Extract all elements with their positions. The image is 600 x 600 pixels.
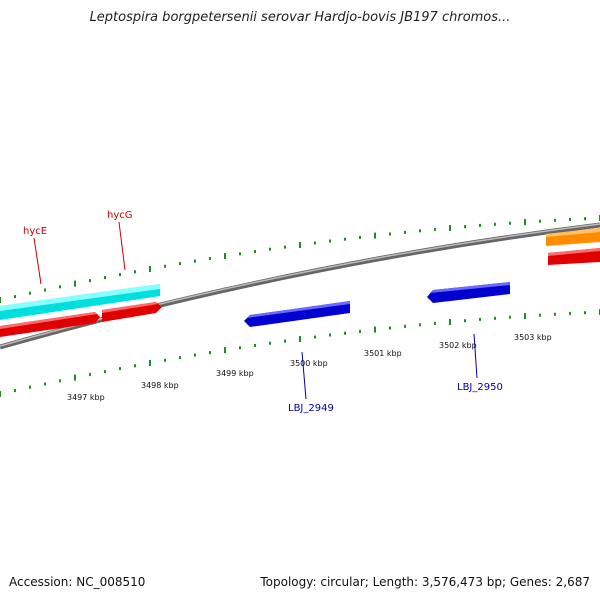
gene-hyce[interactable] bbox=[0, 312, 100, 337]
hycg-leader-line bbox=[118, 221, 126, 271]
lbj-2950-leader-line bbox=[473, 333, 478, 379]
gene-orange[interactable] bbox=[546, 228, 600, 246]
map-title: Leptospira borgpetersenii serovar Hardjo… bbox=[89, 10, 511, 25]
gene-red-right[interactable] bbox=[548, 248, 600, 265]
scale-label: 3503 kbp bbox=[514, 333, 552, 342]
gene-label-hyce[interactable]: hycE bbox=[23, 226, 47, 237]
scale-label: 3499 kbp bbox=[216, 369, 254, 378]
scale-label: 3502 kbp bbox=[439, 341, 477, 350]
scale-label: 3497 kbp bbox=[67, 393, 105, 402]
gene-hycg[interactable] bbox=[102, 302, 162, 322]
accession-text: Accession: NC_008510 bbox=[9, 575, 146, 589]
lbj-2949-leader-line bbox=[301, 351, 307, 400]
gene-label-lbj-2949[interactable]: LBJ_2949 bbox=[288, 403, 334, 414]
outer-tick-ring bbox=[0, 215, 600, 303]
scale-label: 3500 kbp bbox=[290, 359, 328, 368]
inner-tick-ring bbox=[0, 309, 600, 397]
scale-label: 3501 kbp bbox=[364, 349, 402, 358]
scale-label: 3498 kbp bbox=[141, 381, 179, 390]
gene-label-lbj-2950[interactable]: LBJ_2950 bbox=[457, 382, 503, 393]
gene-lbj-2949[interactable] bbox=[244, 301, 350, 327]
gene-lbj-2950[interactable] bbox=[427, 282, 510, 303]
gene-label-hycg[interactable]: hycG bbox=[107, 210, 133, 221]
genome-summary-text: Topology: circular; Length: 3,576,473 bp… bbox=[260, 575, 590, 589]
gene-cyan[interactable] bbox=[0, 284, 160, 320]
hyce-leader-line bbox=[33, 237, 42, 285]
